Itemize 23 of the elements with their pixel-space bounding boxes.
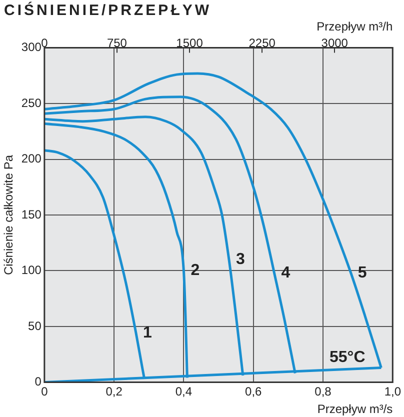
x-tick-label: 0,6 [245,384,262,399]
series-label: 1 [143,324,152,342]
y-tick-label: 50 [28,318,42,333]
x2-tick-label: 2250 [248,36,276,50]
chart-title: CIŚNIENIE/PRZEPŁYW [4,2,212,19]
y-tick-label: 200 [21,152,42,166]
series-label: 3 [236,250,245,268]
x2-tick-label: 1500 [176,36,204,50]
y-tick-label: 0 [34,374,42,389]
x-tick-label: 1,0 [384,384,402,399]
x-tick-label: 0,8 [314,384,332,399]
x-axis-title: Przepływ m³/s [317,402,393,416]
x2-tick-label: 3000 [321,36,348,50]
annotation: 55°C [330,349,366,366]
y-axis-title: Ciśnienie całkowite Pa [2,154,16,276]
y-tick-label: 300 [21,40,42,54]
y-tick-label: 150 [21,207,42,222]
y-tick-label: 100 [21,263,42,278]
x2-tick-label: 750 [106,36,128,50]
x-tick-label: 0,2 [106,384,123,399]
y-tick-label: 250 [21,96,42,110]
x-tick-label: 0,4 [175,384,192,399]
x2-axis-title: Przepływ m³/h [316,20,393,34]
